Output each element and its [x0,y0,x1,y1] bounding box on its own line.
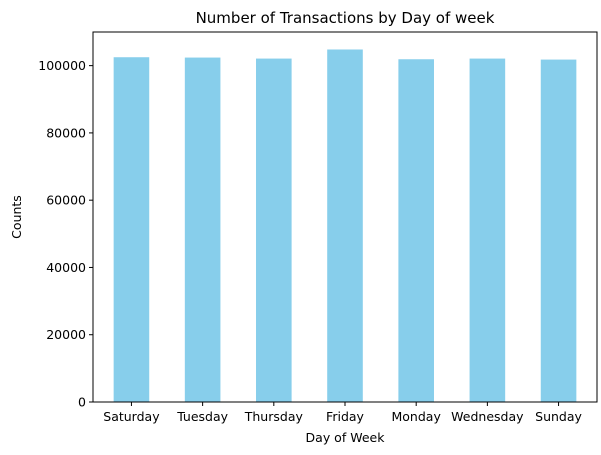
y-tick-label: 20000 [46,327,86,342]
bar-sunday [540,59,577,402]
y-tick-label: 60000 [46,193,86,208]
bar-wednesday [469,58,506,403]
bar-friday [327,49,363,403]
y-axis-label: Counts [9,195,24,239]
x-tick-label: Thursday [244,409,304,424]
y-tick-label: 80000 [46,125,86,140]
bars-group [113,49,577,403]
y-tick-label: 0 [78,395,86,410]
bar-thursday [256,58,292,403]
bar-tuesday [184,57,221,403]
x-tick-label: Wednesday [451,409,524,424]
x-tick-label: Tuesday [176,409,228,424]
x-axis-label: Day of Week [306,430,386,445]
x-tick-label: Monday [392,409,442,424]
chart-title: Number of Transactions by Day of week [196,9,495,27]
bar-monday [398,59,434,402]
x-tick-label: Saturday [103,409,160,424]
bar-saturday [113,57,150,403]
x-axis: Saturday Tuesday Thursday Friday Monday Wedne… [103,402,583,424]
y-tick-label: 40000 [46,260,86,275]
y-tick-label: 100000 [38,58,86,73]
x-tick-label: Sunday [535,409,582,424]
y-axis: 0 20000 40000 60000 80000 100000 [38,58,93,410]
x-tick-label: Friday [326,409,364,424]
